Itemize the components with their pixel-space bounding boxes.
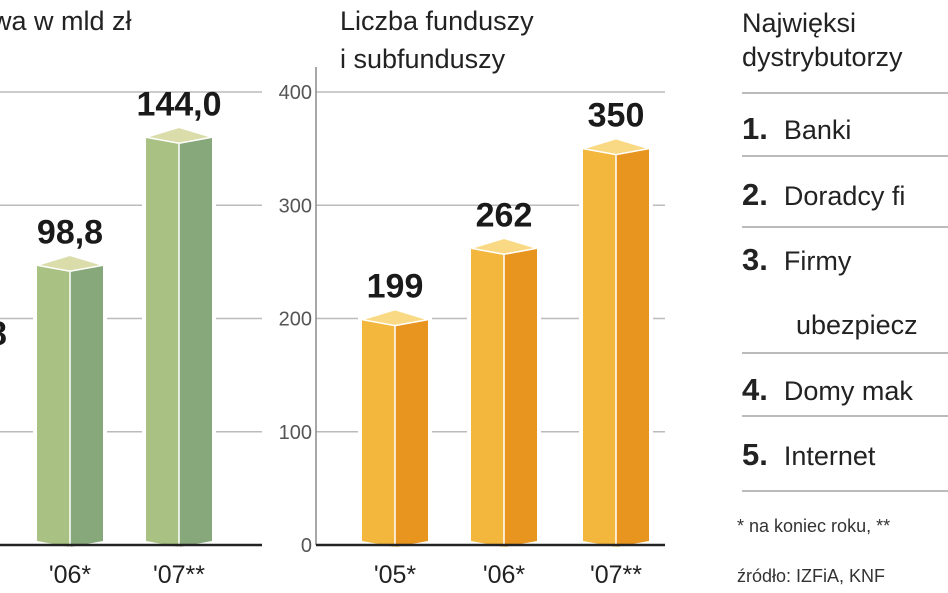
list-item-label: Domy mak <box>783 376 913 406</box>
x-tick-label: '07** <box>590 561 642 589</box>
y-tick-label: 0 <box>301 535 312 557</box>
list-item-label: Internet <box>783 441 876 471</box>
divider <box>742 490 948 492</box>
list-item-number: 3. <box>742 242 768 277</box>
data-label: 350 <box>588 97 645 135</box>
bar-side <box>179 137 212 548</box>
list-item: 1. Banki <box>742 92 948 157</box>
list-item: 5. Internet <box>742 415 948 492</box>
x-tick-label: '07** <box>153 561 205 589</box>
list-item-number: 4. <box>742 372 768 407</box>
chart-title: wa w mld zł <box>0 6 132 36</box>
list-item-label: Banki <box>783 115 852 145</box>
bar-front <box>146 137 179 548</box>
data-label: 144,0 <box>136 85 221 123</box>
bar-front <box>37 265 70 547</box>
bar-side <box>504 248 537 547</box>
y-tick-label: 300 <box>279 195 312 217</box>
bar-front <box>583 148 616 547</box>
data-label-partial: 8 <box>0 315 7 353</box>
chart-title-line2: i subfunduszy <box>340 44 506 74</box>
bar-side <box>616 148 649 547</box>
bar-top <box>470 237 538 256</box>
list-item: 4. Domy mak <box>742 352 948 417</box>
distributors-panel: Najwięksi dystrybutorzy 1. Banki 2. Doradcy… <box>742 0 948 493</box>
y-tick-label: 400 <box>279 82 312 104</box>
bar-top <box>36 254 104 273</box>
bar-front <box>471 248 504 547</box>
y-tick-label: 200 <box>279 309 312 331</box>
bar-side <box>70 265 103 547</box>
bar-top <box>145 126 213 145</box>
chart-title-line1: Liczba funduszy <box>340 6 534 36</box>
bar-side <box>395 319 428 547</box>
data-label: 98,8 <box>37 213 103 251</box>
source: źródło: IZFiA, KNF <box>737 566 886 586</box>
list-item-number: 5. <box>742 437 768 472</box>
list-item: 2. Doradcy fi <box>742 155 948 228</box>
bar-front <box>362 319 395 547</box>
list-item-label: Firmy <box>783 246 852 276</box>
distributors-title-line2: dystrybutorzy <box>742 42 903 72</box>
bar-top <box>361 308 429 327</box>
distributors-title-line1: Najwięksi <box>742 8 857 38</box>
data-label: 262 <box>476 196 533 234</box>
footnote: * na koniec roku, ** <box>737 516 891 536</box>
x-tick-label: '05* <box>374 561 417 589</box>
list-item-label: Doradcy fi <box>783 181 906 211</box>
bar-top <box>582 137 650 156</box>
x-tick-label: '06* <box>483 561 526 589</box>
list-item-number: 2. <box>742 177 768 212</box>
list-item-number: 1. <box>742 111 768 146</box>
list-item: 3. Firmy ubezpiecz <box>742 226 948 354</box>
data-label: 199 <box>367 268 424 306</box>
distributors-title: Najwięksi dystrybutorzy <box>742 6 948 74</box>
x-tick-label: '06* <box>49 561 92 589</box>
list-item-label-continued: ubezpiecz <box>796 310 918 340</box>
y-tick-label: 100 <box>279 422 312 444</box>
